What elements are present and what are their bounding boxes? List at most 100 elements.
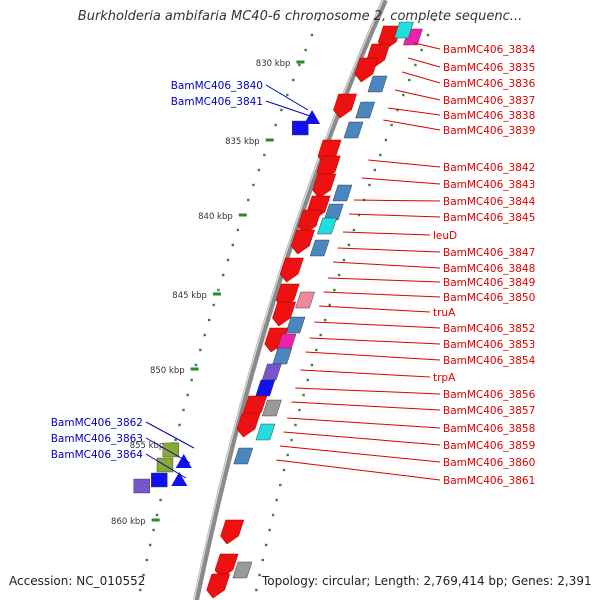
gene-label[interactable]: BamMC406_3862: [51, 417, 143, 429]
tick-dot: [310, 33, 314, 37]
kbp-tick-label: 830 kbp: [256, 59, 291, 69]
kbp-tick-label: 860 kbp: [111, 517, 146, 527]
tick-dot: [323, 318, 327, 322]
tick-dot: [203, 333, 206, 337]
gene-label[interactable]: BamMC406_3847: [443, 247, 535, 259]
gene-features: [133, 21, 423, 599]
gene-label[interactable]: BamMC406_3858: [443, 423, 535, 435]
gene-label[interactable]: BamMC406_3864: [51, 449, 144, 461]
tick-dot: [306, 378, 309, 382]
tick-dot: [286, 93, 289, 97]
gene-label[interactable]: BamMC406_3837: [443, 95, 535, 107]
gene-block: [343, 121, 364, 139]
label-connector: [361, 177, 441, 185]
gene-block: [232, 561, 253, 579]
gene-label[interactable]: BamMC406_3835: [443, 62, 535, 74]
gene-block: [233, 447, 254, 465]
gene-arrow: [333, 93, 357, 119]
tick-dot: [420, 48, 423, 52]
gene-block: [162, 442, 179, 458]
gene-label[interactable]: BamMC406_3836: [443, 78, 536, 90]
tick-dot: [252, 183, 255, 187]
label-connector: [349, 213, 441, 218]
tick-dot: [384, 138, 388, 142]
tick-marks: 830 kbp 835 kbp 840 kbp 845 kbp 850 kbp 855 k…: [111, 18, 436, 592]
gene-arrow: [206, 573, 231, 599]
gene-arrow: [354, 57, 379, 83]
gene-label[interactable]: BamMC406_3856: [443, 389, 536, 401]
tick-dot: [294, 423, 297, 427]
gene-block: [367, 75, 388, 93]
label-connector: [368, 159, 441, 168]
label-connector: [319, 305, 431, 313]
label-connector: [402, 71, 441, 84]
tick-dot: [352, 228, 356, 232]
gene-label[interactable]: BamMC406_3845: [443, 212, 535, 224]
gene-label[interactable]: BamMC406_3842: [443, 162, 535, 174]
gene-label[interactable]: BamMC406_3860: [443, 457, 535, 469]
tick-dot: [263, 153, 266, 157]
gene-label[interactable]: BamMC406_3859: [443, 440, 535, 452]
gene-label[interactable]: BamMC406_3843: [443, 179, 535, 191]
gene-label[interactable]: BamMC406_3839: [443, 125, 535, 137]
gene-arrow: [220, 519, 245, 545]
gene-block: [261, 399, 282, 417]
gene-label[interactable]: BamMC406_3849: [443, 277, 535, 289]
gene-label[interactable]: BamMC406_3850: [443, 292, 535, 304]
label-connector: [407, 57, 441, 68]
gene-label[interactable]: BamMC406_3852: [443, 323, 535, 335]
gene-block: [295, 291, 315, 309]
label-connector: [145, 453, 187, 479]
accession-text: Accession: NC_010552: [9, 574, 146, 588]
kbp-tick-mark: [238, 213, 247, 217]
tick-dot: [142, 573, 145, 577]
label-connector: [337, 247, 441, 253]
tick-dot: [275, 498, 278, 502]
gene-block: [317, 217, 337, 235]
gene-arrow: [279, 257, 304, 283]
gene-label[interactable]: BamMC406_3834: [443, 44, 536, 56]
gene-block: [323, 203, 344, 221]
label-connector: [394, 89, 441, 101]
gene-labels: BamMC406_3834 BamMC406_3835 BamMC406_3836 B…: [51, 44, 536, 487]
kbp-tick-mark: [265, 138, 274, 142]
tick-dot: [274, 123, 277, 127]
tick-dot: [298, 408, 301, 412]
tick-dot: [178, 423, 181, 427]
tick-dot: [414, 63, 417, 67]
label-connector: [265, 84, 309, 111]
tick-dot: [174, 438, 177, 442]
tick-dot: [148, 543, 152, 547]
gene-label[interactable]: leuD: [433, 230, 457, 242]
tick-dot: [310, 363, 314, 367]
kbp-tick-label: 855 kbp: [130, 441, 165, 451]
kbp-tick-label: 840 kbp: [198, 212, 233, 222]
gene-label[interactable]: BamMC406_3861: [443, 475, 535, 487]
gene-arrow: [291, 229, 315, 255]
gene-label[interactable]: BamMC406_3854: [443, 355, 536, 367]
gene-label[interactable]: BamMC406_3841: [171, 96, 263, 108]
tick-dot: [373, 168, 377, 172]
gene-label[interactable]: BamMC406_3863: [51, 433, 143, 445]
tick-dot: [155, 513, 159, 517]
label-connector: [145, 421, 195, 449]
tick-dot: [426, 33, 430, 37]
gene-block: [133, 478, 150, 494]
gene-label[interactable]: BamMC406_3840: [171, 80, 263, 92]
gene-label[interactable]: BamMC406_3844: [443, 196, 536, 208]
topology-text: Topology: circular; Length: 2,769,414 bp…: [262, 574, 592, 588]
kbp-tick-mark: [212, 292, 221, 296]
gene-label[interactable]: BamMC406_3838: [443, 110, 535, 122]
gene-arrow: [312, 173, 337, 199]
tick-dot: [190, 378, 193, 382]
tick-dot: [212, 303, 215, 307]
gene-label[interactable]: BamMC406_3848: [443, 263, 535, 275]
gene-label[interactable]: BamMC406_3857: [443, 405, 535, 417]
label-connector: [276, 459, 441, 481]
gene-label[interactable]: BamMC406_3853: [443, 339, 535, 351]
label-connector: [309, 337, 441, 345]
gene-label[interactable]: trpA: [433, 372, 456, 384]
gene-label[interactable]: truA: [433, 307, 456, 319]
gene-block: [355, 101, 376, 119]
